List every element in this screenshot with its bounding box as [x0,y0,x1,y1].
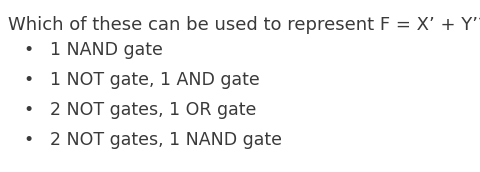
Text: •: • [23,131,33,149]
Text: •: • [23,41,33,59]
Text: 1 NAND gate: 1 NAND gate [50,41,163,59]
Text: 2 NOT gates, 1 NAND gate: 2 NOT gates, 1 NAND gate [50,131,281,149]
Text: 1 NOT gate, 1 AND gate: 1 NOT gate, 1 AND gate [50,71,259,89]
Text: •: • [23,101,33,119]
Text: Which of these can be used to represent F = X’ + Y’?: Which of these can be used to represent … [8,16,480,34]
Text: •: • [23,71,33,89]
Text: 2 NOT gates, 1 OR gate: 2 NOT gates, 1 OR gate [50,101,256,119]
